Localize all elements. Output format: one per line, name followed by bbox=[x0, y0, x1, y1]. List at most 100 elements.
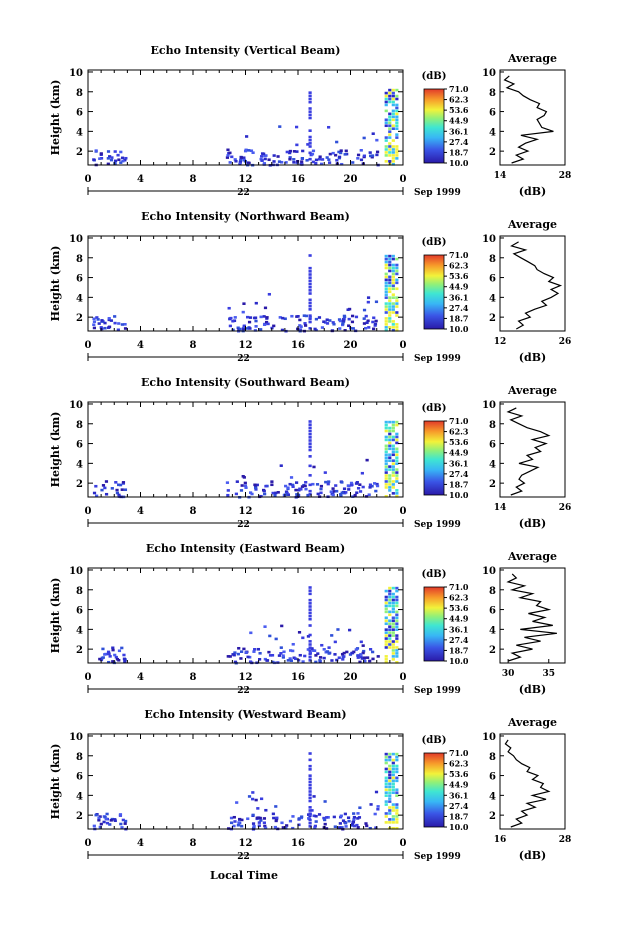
echo-cell bbox=[117, 322, 121, 325]
echo-cell bbox=[368, 648, 373, 651]
profile-y-tick-label: 2 bbox=[489, 645, 496, 656]
echo-cell bbox=[391, 471, 395, 474]
echo-cell bbox=[308, 254, 312, 257]
echo-cell bbox=[391, 607, 395, 611]
echo-cell bbox=[384, 800, 388, 803]
echo-cell bbox=[395, 637, 399, 640]
x-tick-label: 12 bbox=[239, 838, 253, 849]
echo-cell bbox=[374, 319, 378, 323]
echo-cell bbox=[391, 284, 395, 288]
echo-cell bbox=[105, 812, 109, 816]
echo-cell bbox=[391, 628, 395, 631]
echo-cell bbox=[360, 471, 364, 475]
echo-cell bbox=[317, 316, 322, 319]
echo-cell bbox=[229, 816, 234, 820]
echo-cell bbox=[300, 156, 305, 160]
echo-cell bbox=[308, 266, 312, 270]
echo-cell bbox=[388, 486, 392, 489]
echo-cell bbox=[99, 326, 103, 329]
echo-cell bbox=[384, 610, 388, 614]
echo-cell bbox=[239, 156, 243, 159]
echo-cell bbox=[100, 488, 104, 492]
echo-cell bbox=[251, 797, 255, 801]
echo-cell bbox=[314, 660, 318, 664]
echo-cell bbox=[262, 323, 267, 326]
echo-cell bbox=[388, 752, 392, 756]
echo-cell bbox=[245, 327, 249, 330]
echo-cell bbox=[308, 304, 312, 308]
echo-cell bbox=[273, 493, 277, 497]
echo-cell bbox=[308, 432, 312, 436]
echo-cell bbox=[365, 824, 369, 828]
echo-cell bbox=[308, 752, 312, 755]
echo-cell bbox=[384, 643, 388, 646]
echo-cell bbox=[323, 822, 327, 826]
echo-cell bbox=[341, 319, 346, 323]
echo-cell bbox=[239, 158, 243, 162]
echo-cell bbox=[330, 659, 334, 662]
echo-cell bbox=[384, 320, 388, 323]
colorbar-tick-label: 71.0 bbox=[449, 748, 469, 758]
echo-cell bbox=[367, 326, 371, 329]
profile-frame bbox=[499, 567, 566, 664]
month-label: Sep 1999 bbox=[414, 188, 461, 198]
echo-cell bbox=[331, 492, 335, 495]
profile-y-tick-label: 2 bbox=[489, 147, 496, 158]
echo-cell bbox=[103, 815, 107, 819]
echo-cell bbox=[373, 482, 377, 485]
echo-cell bbox=[308, 315, 312, 319]
echo-cell bbox=[395, 622, 399, 626]
echo-cell bbox=[253, 483, 257, 487]
profile-line bbox=[506, 407, 551, 496]
echo-cell bbox=[124, 819, 128, 823]
echo-cell bbox=[248, 655, 252, 659]
echo-cell bbox=[308, 617, 312, 621]
echo-cell bbox=[384, 139, 388, 142]
echo-cell bbox=[395, 423, 399, 427]
panel-1: Echo Intensity (Northward Beam) 2 4 6 8 10 Hei… bbox=[49, 210, 571, 364]
echo-cell bbox=[391, 275, 395, 279]
echo-cell bbox=[395, 145, 399, 148]
echo-cell bbox=[308, 142, 312, 145]
echo-cell bbox=[335, 658, 339, 662]
echo-cell bbox=[395, 124, 399, 128]
echo-cell bbox=[363, 656, 367, 660]
echo-cell bbox=[368, 483, 373, 487]
echo-cell bbox=[391, 818, 395, 821]
echo-cell bbox=[102, 820, 106, 824]
echo-cell bbox=[335, 158, 339, 162]
echo-cell bbox=[384, 758, 388, 762]
echo-cell bbox=[391, 622, 395, 626]
echo-cell bbox=[113, 321, 117, 325]
echo-cell bbox=[242, 326, 246, 330]
echo-cell bbox=[355, 491, 359, 495]
profile-y-tick-label: 4 bbox=[489, 791, 496, 802]
echo-cell bbox=[391, 103, 395, 107]
echo-cell bbox=[237, 646, 241, 650]
echo-cell bbox=[334, 484, 338, 487]
echo-cell bbox=[388, 818, 392, 821]
echo-cell bbox=[308, 129, 312, 132]
echo-cell bbox=[395, 299, 399, 302]
echo-cell bbox=[395, 441, 399, 445]
echo-cell bbox=[291, 642, 295, 646]
echo-cell bbox=[288, 156, 292, 159]
echo-cell bbox=[308, 493, 312, 496]
echo-cell bbox=[384, 477, 388, 480]
echo-cell bbox=[284, 490, 289, 494]
echo-cell bbox=[101, 484, 106, 487]
echo-cell bbox=[366, 319, 370, 323]
colorbar-tick-label: 18.7 bbox=[449, 147, 468, 157]
echo-cell bbox=[391, 157, 395, 160]
echo-cell bbox=[388, 601, 392, 605]
echo-cell bbox=[391, 109, 395, 113]
echo-cell bbox=[244, 486, 248, 489]
echo-cell bbox=[341, 322, 345, 326]
echo-cell bbox=[308, 276, 312, 279]
echo-cell bbox=[105, 821, 110, 825]
echo-cell bbox=[388, 281, 392, 285]
echo-cell bbox=[384, 91, 388, 95]
month-label: Sep 1999 bbox=[414, 852, 461, 862]
profile-x-tick-label: 30 bbox=[502, 669, 515, 679]
echo-cell bbox=[395, 329, 399, 332]
